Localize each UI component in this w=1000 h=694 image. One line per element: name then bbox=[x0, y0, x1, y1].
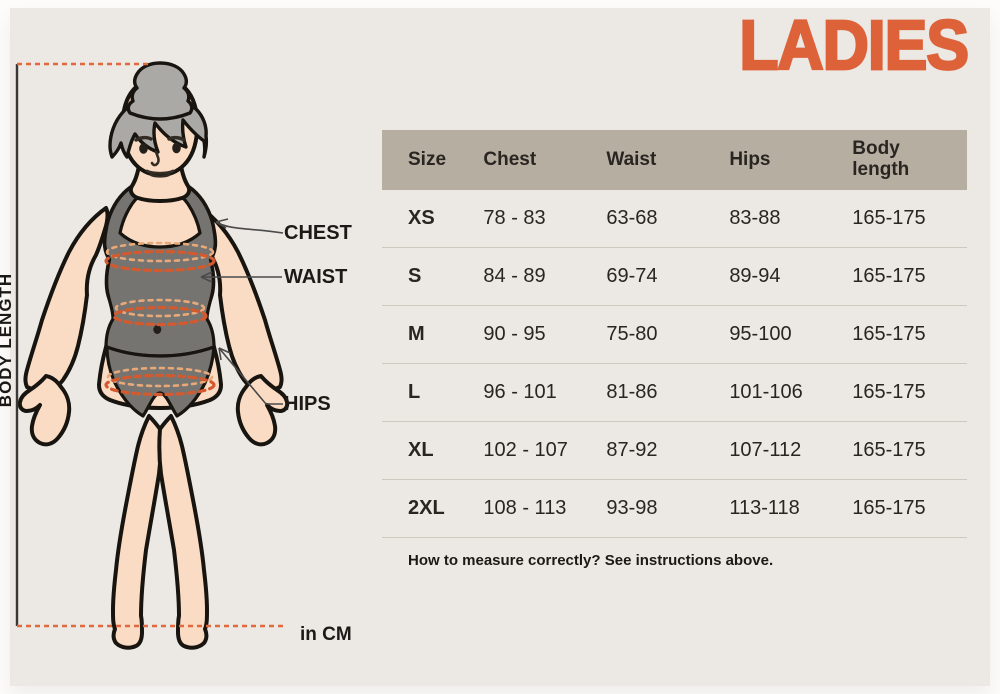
svg-text:WAIST: WAIST bbox=[284, 266, 347, 288]
svg-text:BODY LENGTH: BODY LENGTH bbox=[0, 273, 15, 407]
svg-text:CHEST: CHEST bbox=[284, 222, 352, 244]
svg-text:HIPS: HIPS bbox=[284, 393, 331, 415]
svg-text:in CM: in CM bbox=[300, 624, 352, 645]
